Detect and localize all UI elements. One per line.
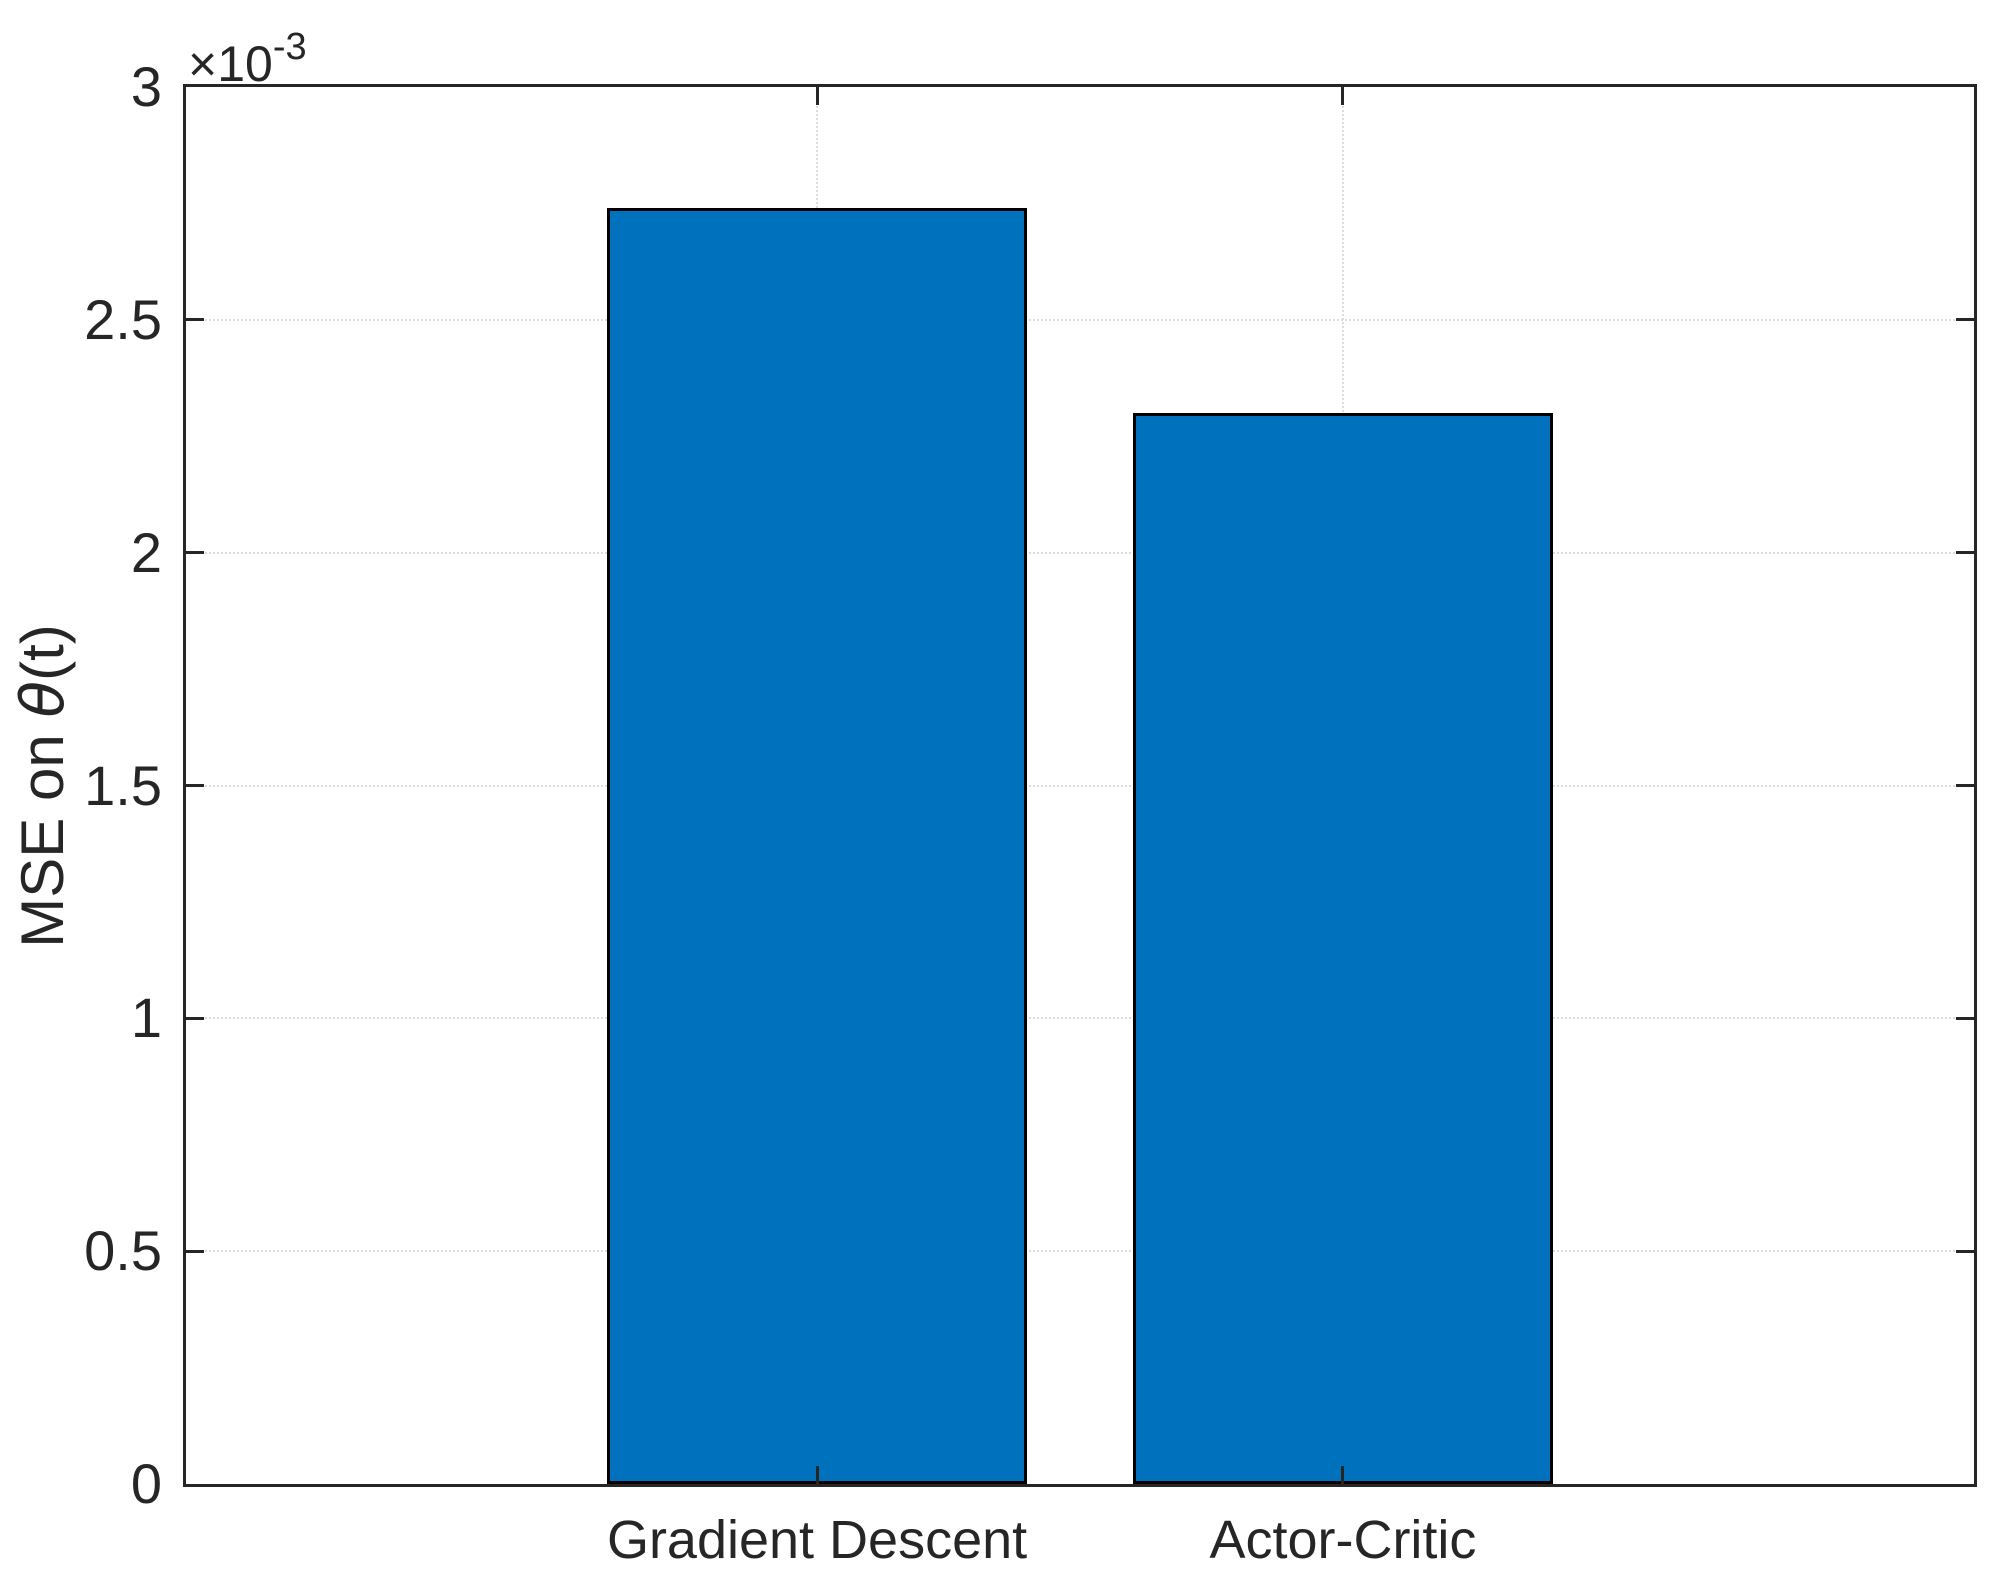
multiplier-exponent: -3 xyxy=(272,26,307,68)
x-tick-bottom xyxy=(815,1466,819,1484)
y-tick-right xyxy=(1956,784,1974,787)
y-tick-right xyxy=(1956,551,1974,555)
y-axis-label-suffix: (t) xyxy=(9,624,76,681)
y-tick-left xyxy=(186,551,204,555)
y-tick-right xyxy=(1956,1249,1974,1253)
y-gridline xyxy=(186,1017,1974,1020)
plot-area xyxy=(186,87,1974,1484)
y-tick-right xyxy=(1956,1016,1974,1020)
y-tick-left xyxy=(186,318,204,322)
x-tick-label: Actor-Critic xyxy=(1209,1510,1477,1570)
multiplier-base: ×10 xyxy=(188,36,273,92)
y-gridline xyxy=(186,1250,1974,1253)
y-tick-label: 1.5 xyxy=(84,753,162,817)
bar-actor-critic xyxy=(1132,412,1554,1484)
x-tick-top xyxy=(815,87,819,105)
bar-gradient-descent xyxy=(606,208,1028,1484)
y-tick-label: 1 xyxy=(130,986,162,1050)
y-tick-right xyxy=(1956,318,1974,322)
y-gridline xyxy=(186,784,1974,787)
y-axis-exponent-multiplier: ×10-3 xyxy=(188,26,307,93)
y-tick-left xyxy=(186,784,204,787)
y-gridline xyxy=(186,318,1974,321)
y-tick-left xyxy=(186,1016,204,1020)
y-axis-label-theta: θ xyxy=(8,680,78,718)
y-tick-left xyxy=(186,1249,204,1253)
x-tick-label: Gradient Descent xyxy=(606,1510,1028,1570)
y-tick-label: 0.5 xyxy=(84,1219,162,1283)
y-tick-label: 2 xyxy=(130,520,162,584)
x-tick-bottom xyxy=(1341,1466,1345,1484)
y-tick-label: 2.5 xyxy=(84,287,162,351)
y-tick-label: 0 xyxy=(130,1452,162,1515)
y-tick-label: 3 xyxy=(130,55,162,118)
x-tick-top xyxy=(1341,87,1345,105)
y-gridline xyxy=(186,551,1974,554)
